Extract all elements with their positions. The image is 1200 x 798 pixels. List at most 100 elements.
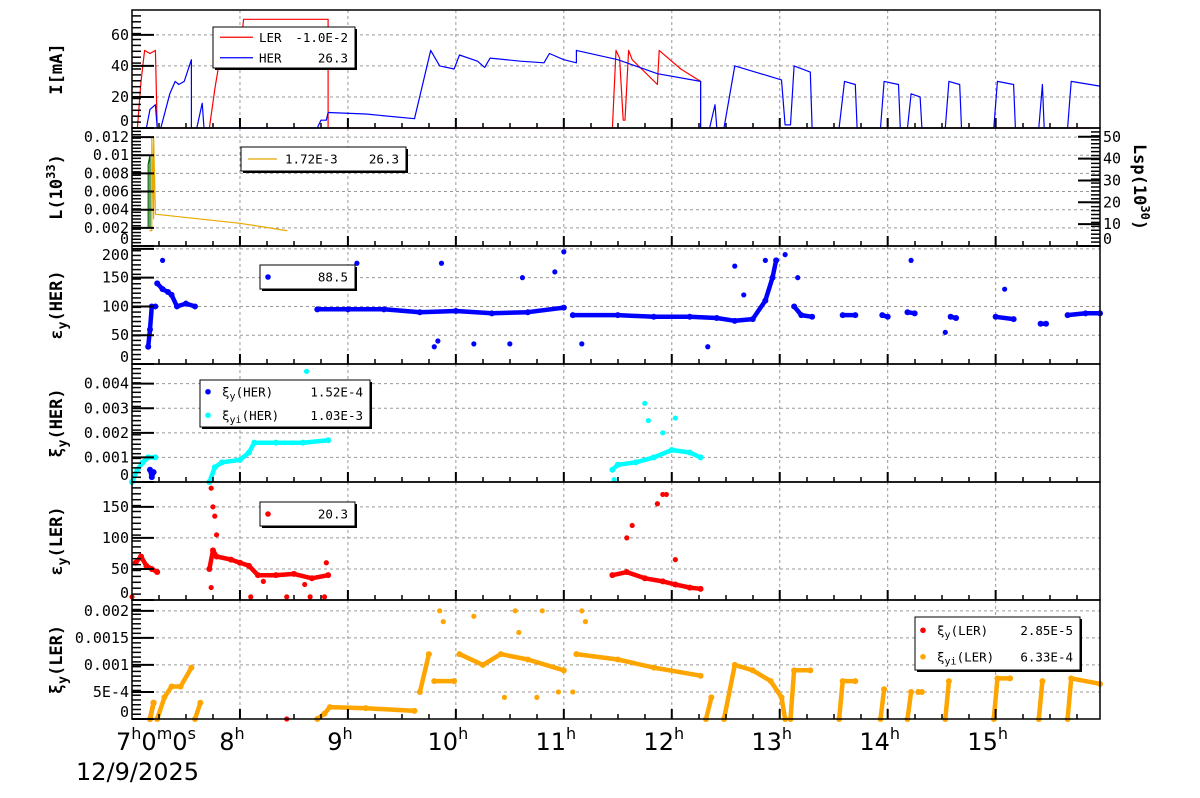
scatter-run [457, 651, 567, 673]
x-tick-label: 13h [751, 724, 792, 756]
data-point [236, 456, 243, 463]
y-tick-label: 0 [120, 230, 129, 248]
legend-name-sub: y [230, 391, 236, 402]
data-point [654, 501, 660, 507]
data-point [686, 313, 693, 320]
data-point [213, 553, 220, 560]
data-point [152, 454, 159, 461]
data-point [524, 656, 531, 663]
data-point [211, 464, 218, 471]
data-point [254, 572, 261, 579]
x-tick-hour: 12 [643, 728, 674, 756]
data-point [516, 629, 522, 636]
data-point [236, 559, 243, 566]
y-tick-label: 0.004 [84, 201, 129, 219]
legend-entry-value: 1.03E-3 [310, 408, 363, 423]
legend-entry-value: 1.52E-4 [310, 384, 363, 399]
data-point [555, 689, 562, 695]
legend-entry-value: 2.85E-5 [1020, 623, 1073, 638]
data-point [697, 454, 704, 461]
legend-name: ξ [937, 649, 945, 664]
legend-box [199, 379, 371, 428]
data-point [431, 344, 437, 350]
y-tick-label: 0 [120, 348, 129, 366]
data-point [672, 557, 678, 563]
data-point [573, 651, 580, 658]
data-point [1037, 320, 1044, 327]
legend-entry-name: ξyi(LER) [937, 649, 994, 667]
series-line [149, 136, 288, 232]
data-point [945, 678, 952, 685]
data-point [767, 678, 774, 685]
data-point [852, 312, 859, 319]
data-point [272, 572, 279, 579]
data-point [471, 341, 477, 347]
legend-entry-name: ξy(HER) [222, 384, 273, 402]
x-tick-hour: 10 [428, 728, 459, 756]
scatter-run [788, 668, 813, 722]
y-tick-label: 0.0015 [75, 629, 129, 647]
data-point [642, 400, 648, 406]
y-tick-label: 5E-4 [93, 683, 129, 701]
data-point [623, 569, 630, 576]
data-point [663, 491, 669, 498]
data-point [362, 705, 369, 712]
data-point [488, 310, 495, 317]
legend-name-rest: (LER) [957, 649, 995, 664]
y-axis-label-part: y [56, 321, 71, 329]
data-point [908, 257, 914, 263]
data-point [552, 269, 558, 275]
legend-dot-marker [205, 412, 211, 419]
data-point [992, 313, 999, 320]
data-point [614, 312, 621, 319]
data-point [148, 474, 155, 481]
data-point [773, 257, 780, 264]
axes: 0204060I[mA]00.0020.0040.0060.0080.010.0… [44, 15, 1152, 721]
data-point [632, 459, 639, 466]
data-point [168, 291, 175, 298]
legend-entry-value: 26.3 [318, 50, 348, 65]
data-point [1068, 675, 1075, 682]
data-point [435, 338, 441, 344]
data-point [659, 578, 666, 585]
y-axis-label-part: y [56, 557, 71, 565]
legend-entry-name: LER [259, 30, 282, 45]
data-point [245, 562, 252, 569]
data-point [177, 683, 184, 690]
data-point [161, 694, 168, 701]
data-point [1064, 312, 1071, 319]
data-point [609, 466, 616, 473]
data-point [354, 260, 360, 266]
legend-box [212, 26, 356, 69]
y-tick-label: 0.002 [84, 602, 129, 620]
y-tick-label: 0.012 [84, 128, 129, 146]
data-point [650, 313, 657, 320]
data-point [437, 608, 443, 614]
x-tick-label-first: 7h0m0s [116, 724, 196, 756]
legend-entry-name: ξy(LER) [937, 623, 988, 641]
data-point [173, 303, 180, 310]
data-point [321, 594, 328, 600]
data-point [624, 535, 630, 541]
data-point [994, 675, 1001, 682]
x-tick-label: 12h [643, 724, 684, 756]
y-tick-label: 0.003 [84, 399, 129, 417]
data-point [501, 694, 508, 700]
data-point [344, 306, 351, 313]
legend-entry-value-secondary: 26.3 [369, 152, 399, 167]
data-point [569, 312, 576, 319]
y2-tick-label: 40 [1103, 150, 1121, 168]
data-point [188, 664, 195, 671]
x-tick-label: 8h [219, 724, 244, 756]
data-point [150, 699, 157, 706]
data-point [452, 308, 459, 315]
data-point [942, 329, 948, 335]
data-point [795, 275, 801, 281]
legend-name: ξ [222, 384, 230, 399]
data-point [507, 341, 513, 347]
scatter-run [1065, 676, 1103, 722]
legend-box [259, 501, 356, 527]
legend-entry-name: HER [259, 50, 282, 65]
data-point [143, 562, 150, 569]
